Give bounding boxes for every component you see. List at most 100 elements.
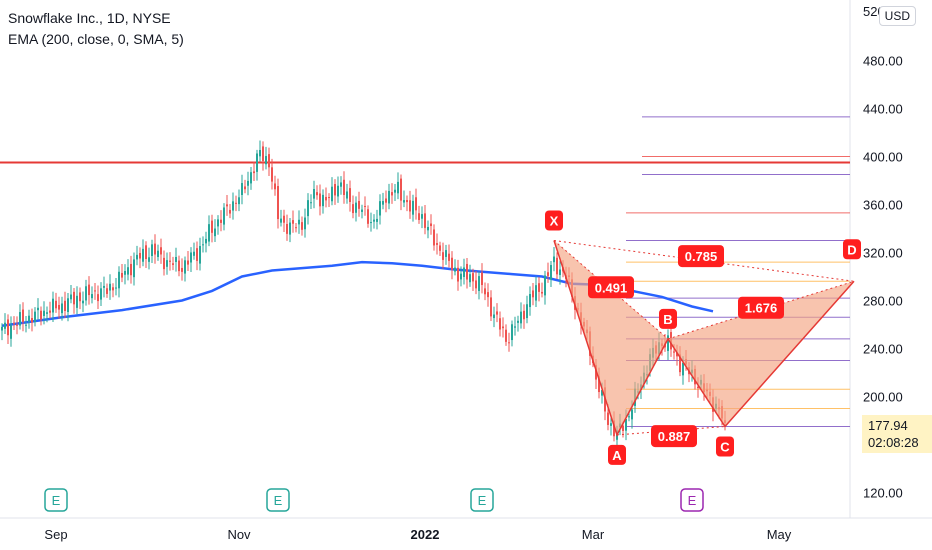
candle-body [175, 256, 177, 262]
candle-body [478, 276, 480, 291]
candle-body [157, 250, 159, 257]
pattern-point-label: C [720, 440, 730, 455]
candle-body [253, 171, 255, 174]
candle-body [169, 260, 171, 262]
candle-body [541, 291, 543, 294]
y-tick-label: 200.00 [863, 390, 903, 405]
pattern-point-badge [659, 308, 677, 329]
candle-body [607, 412, 609, 425]
candle-body [370, 222, 372, 224]
candle-body [682, 362, 684, 376]
candle-body [400, 178, 402, 201]
ratio-label: 0.785 [685, 249, 718, 264]
candle-body [109, 283, 111, 291]
candle-body [292, 220, 294, 224]
candle-body [610, 423, 612, 426]
pattern-point-badge [545, 210, 563, 231]
candle-body [166, 260, 168, 267]
pattern-point-badge [716, 436, 734, 457]
candle-body [382, 201, 384, 205]
candle-body [271, 167, 273, 182]
candle-body [427, 226, 429, 231]
candle-body [142, 248, 144, 262]
earnings-marker[interactable] [680, 488, 704, 512]
candle-body [10, 325, 12, 339]
candle-body [367, 209, 369, 224]
y-tick-label: 480.00 [863, 54, 903, 69]
earnings-marker[interactable] [266, 488, 290, 512]
candle-body [487, 292, 489, 298]
ratio-label: 0.491 [595, 280, 628, 295]
candle-body [46, 312, 48, 314]
candle-body [316, 192, 318, 196]
earnings-marker-label: E [478, 493, 487, 508]
candle-body [463, 267, 465, 277]
candle-body [73, 291, 75, 305]
candle-body [103, 285, 105, 288]
candle-body [394, 189, 396, 193]
candle-body [673, 351, 675, 353]
candle-body [376, 218, 378, 222]
chart-legend: Snowflake Inc., 1D, NYSE EMA (200, close… [8, 8, 184, 50]
candle-body [475, 280, 477, 289]
candle-body [100, 288, 102, 300]
candle-body [79, 292, 81, 302]
candle-body [439, 245, 441, 251]
candle-body [13, 322, 15, 324]
ratio-badge [678, 245, 724, 268]
candle-body [250, 172, 252, 184]
candle-body [136, 254, 138, 260]
candle-body [331, 186, 333, 202]
candle-body [25, 324, 27, 326]
candle-body [139, 252, 141, 259]
candle-body [352, 204, 354, 214]
symbol-title[interactable]: Snowflake Inc., 1D, NYSE [8, 10, 171, 26]
candle-body [679, 354, 681, 373]
ratio-badge [738, 296, 784, 319]
candle-body [547, 272, 549, 276]
candle-body [160, 247, 162, 255]
candle-body [538, 283, 540, 292]
candle-body [358, 200, 360, 209]
currency-button[interactable]: USD [878, 6, 916, 26]
candle-body [1, 326, 3, 331]
ratio-label: 0.887 [658, 429, 691, 444]
earnings-marker[interactable] [44, 488, 68, 512]
harmonic-ratio-line [616, 426, 726, 436]
candle-body [544, 275, 546, 296]
candle-body [511, 324, 513, 341]
candle-body [121, 272, 123, 278]
candle-body [277, 186, 279, 220]
candle-body [601, 390, 603, 396]
earnings-marker[interactable] [470, 488, 494, 512]
candle-body [112, 287, 114, 291]
candle-body [505, 329, 507, 342]
earnings-marker-label: E [688, 493, 697, 508]
candle-body [115, 287, 117, 289]
candle-body [19, 312, 21, 326]
candle-body [43, 310, 45, 316]
candle-body [334, 184, 336, 196]
candle-body [412, 200, 414, 215]
candle-body [613, 420, 615, 437]
candle-body [85, 286, 87, 301]
pattern-point-badge [843, 239, 861, 260]
candle-body [550, 265, 552, 280]
candle-body [454, 267, 456, 272]
candle-body [418, 213, 420, 220]
candle-body [208, 224, 210, 242]
candle-body [349, 188, 351, 202]
candle-body [469, 274, 471, 283]
candle-body [289, 222, 291, 235]
candle-body [187, 260, 189, 265]
candle-body [61, 303, 63, 314]
candle-body [556, 257, 558, 275]
candle-body [625, 418, 627, 431]
candle-body [40, 310, 42, 320]
candle-body [355, 202, 357, 213]
candle-body [148, 257, 150, 262]
last-price-value: 177.94 [868, 418, 908, 433]
indicator-title[interactable]: EMA (200, close, 0, SMA, 5) [8, 31, 184, 47]
candle-body [163, 257, 165, 270]
